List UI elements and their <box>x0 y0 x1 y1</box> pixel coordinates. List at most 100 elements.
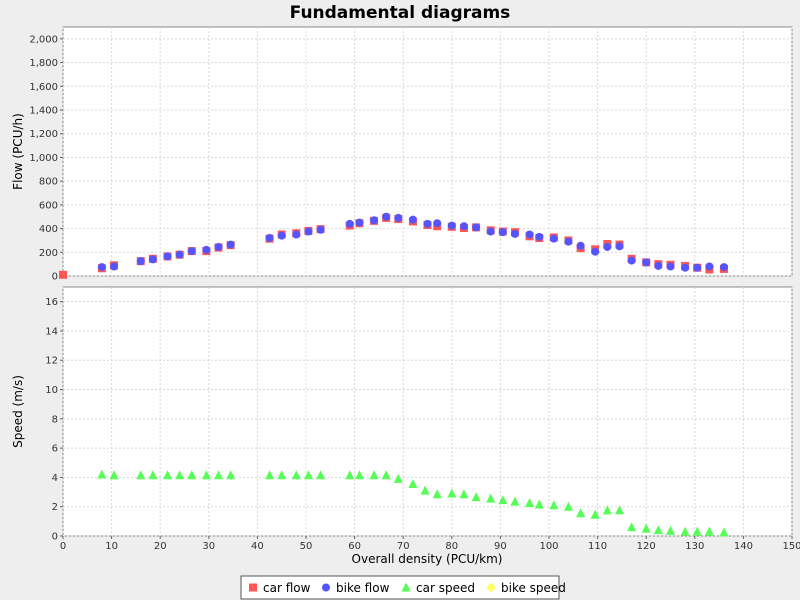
data-point <box>525 230 534 239</box>
y-tick-label: 6 <box>52 444 58 455</box>
data-point <box>681 263 690 272</box>
legend-box <box>240 575 560 600</box>
data-point <box>692 526 702 536</box>
data-point <box>447 488 457 498</box>
x-tick-label: 100 <box>539 541 558 552</box>
data-point <box>393 473 403 483</box>
data-point <box>345 470 355 480</box>
data-point <box>510 229 519 238</box>
data-point <box>408 479 418 489</box>
data-point <box>265 234 274 243</box>
series-bike-flow <box>97 212 728 272</box>
data-point <box>549 234 558 243</box>
data-point <box>432 489 442 499</box>
data-point <box>382 212 391 221</box>
y-axis-label: Flow (PCU/h) <box>11 113 25 190</box>
x-axis-label: Overall density (PCU/km) <box>352 552 503 566</box>
data-point <box>719 527 729 537</box>
y-tick-label: 2,000 <box>29 34 58 45</box>
data-point <box>447 221 456 230</box>
y-tick-label: 14 <box>45 326 58 337</box>
data-point <box>97 263 106 272</box>
data-point <box>433 219 442 228</box>
legend-item-car-speed: car speed <box>401 581 475 595</box>
data-point <box>162 470 172 480</box>
data-point <box>265 470 275 480</box>
data-point <box>163 252 172 261</box>
data-point <box>109 470 119 480</box>
data-point <box>459 222 468 231</box>
data-point <box>110 262 119 271</box>
legend-item-bike-flow: bike flow <box>322 581 390 595</box>
data-point <box>292 230 301 239</box>
data-point <box>345 219 354 228</box>
series-car-speed <box>97 469 729 537</box>
legend-marker <box>249 583 257 592</box>
data-point <box>576 241 585 250</box>
data-point <box>590 509 600 519</box>
data-point <box>291 470 301 480</box>
data-point <box>316 225 325 234</box>
data-point <box>603 242 612 251</box>
legend-label: car flow <box>263 581 311 595</box>
data-point <box>136 470 146 480</box>
data-point <box>534 499 544 509</box>
data-point <box>277 470 287 480</box>
data-point <box>471 492 481 502</box>
x-tick-label: 50 <box>300 541 313 552</box>
data-point <box>719 263 728 272</box>
data-point <box>214 242 223 251</box>
chart-title: Fundamental diagrams <box>290 3 511 23</box>
x-tick-label: 140 <box>734 541 753 552</box>
y-tick-label: 200 <box>39 248 58 259</box>
data-point <box>642 258 651 267</box>
data-point <box>187 247 196 256</box>
data-point <box>705 262 714 271</box>
data-point <box>627 256 636 265</box>
plot-area <box>62 286 793 537</box>
data-point <box>316 470 326 480</box>
legend-label: bike speed <box>501 581 566 595</box>
data-point <box>591 247 600 256</box>
y-tick-label: 1,400 <box>29 106 58 117</box>
x-tick-label: 90 <box>494 541 507 552</box>
data-point <box>226 470 236 480</box>
data-point <box>394 213 403 222</box>
data-point <box>666 262 675 271</box>
y-tick-label: 10 <box>45 385 58 396</box>
data-point <box>459 489 469 499</box>
data-point <box>148 470 158 480</box>
data-point <box>369 470 379 480</box>
y-tick-label: 16 <box>45 297 58 308</box>
x-tick-label: 20 <box>154 541 167 552</box>
legend-item-car-flow: car flow <box>249 581 311 595</box>
legend-marker <box>486 582 496 593</box>
y-tick-label: 8 <box>52 414 58 425</box>
data-point <box>277 231 286 240</box>
data-point <box>602 505 612 515</box>
x-tick-label: 150 <box>782 541 800 552</box>
legend-marker <box>322 583 330 592</box>
legend-marker <box>401 582 411 592</box>
data-point <box>641 523 651 533</box>
data-point <box>97 469 107 479</box>
data-point <box>498 228 507 237</box>
data-point <box>226 240 235 249</box>
y-tick-label: 600 <box>39 200 58 211</box>
data-point <box>525 498 535 508</box>
data-point <box>615 242 624 251</box>
data-point <box>704 526 714 536</box>
x-axis: 0 10 20 30 40 50 60 70 80 90 100 110 120 130 140 150 <box>60 536 800 552</box>
x-tick-label: 40 <box>251 541 264 552</box>
data-point <box>408 215 417 224</box>
data-point <box>214 470 224 480</box>
data-point <box>304 227 313 236</box>
x-tick-label: 80 <box>445 541 458 552</box>
legend: car flow bike flow car speed bike speed <box>240 575 566 600</box>
data-point <box>563 501 573 511</box>
y-axis-label: Speed (m/s) <box>11 375 25 448</box>
data-point <box>693 263 702 272</box>
legend-item-bike-speed: bike speed <box>486 581 566 595</box>
